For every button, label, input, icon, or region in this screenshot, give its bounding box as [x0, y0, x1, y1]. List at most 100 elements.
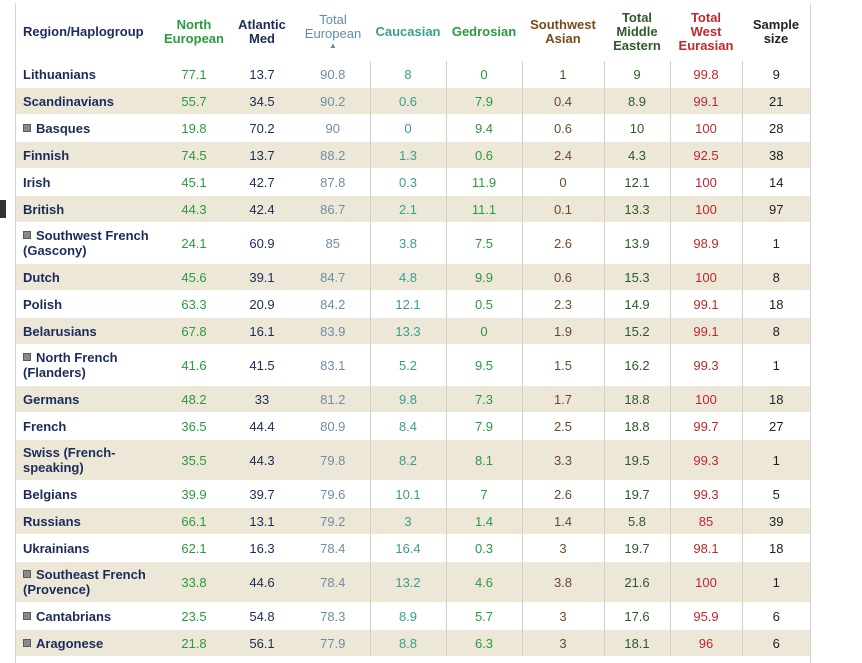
cell-ne: 41.6 [160, 344, 228, 386]
cell-am: 60.9 [228, 222, 296, 264]
cell-ca: 0.6 [369, 87, 446, 115]
region-cell: French [16, 412, 160, 440]
cell-am: 56.1 [228, 629, 296, 656]
table-row: Belarusians 67.8 16.1 83.9 13.3 0 1.9 15.2 99.1 8 [16, 317, 810, 345]
cell-te: 87.8 [296, 168, 370, 196]
col-header-region[interactable]: Region/Haplogroup [16, 3, 160, 61]
cell-ca: 13.2 [369, 561, 446, 603]
region-cell: Aragonese [16, 629, 160, 656]
cell-ne: 67.8 [160, 317, 228, 345]
cell-ss: 18 [741, 385, 810, 413]
region-name: Aragonese [36, 635, 104, 651]
cell-ss: 18 [741, 290, 810, 318]
cell-ne: 63.3 [160, 290, 228, 318]
cell-ca: 0 [369, 114, 446, 142]
cell-ne: 44.3 [160, 195, 228, 223]
cell-sw: 3 [521, 534, 604, 562]
table-row: Aragonese 21.8 56.1 77.9 8.8 6.3 3 18.1 96 6 [16, 629, 810, 656]
cell-sw: 0.6 [521, 263, 604, 291]
cell-tme: 18.8 [603, 412, 670, 440]
table-row: Cantabrians 23.5 54.8 78.3 8.9 5.7 3 17.6 95.9 6 [16, 602, 810, 630]
cell-ss: 6 [741, 629, 810, 656]
cell-ss: 5 [741, 480, 810, 508]
collapse-toggle-icon[interactable] [23, 231, 31, 239]
col-header-total-european[interactable]: Total European ▲ [296, 3, 370, 61]
cell-am: 44.6 [228, 561, 296, 603]
region-cell: Cantabrians [16, 602, 160, 630]
cell-ss: 8 [741, 263, 810, 291]
region-cell: Belarusians [16, 317, 160, 345]
region-name: Southeast French (Provence) [23, 567, 146, 597]
collapse-toggle-icon[interactable] [23, 353, 31, 361]
cell-te: 79.8 [296, 439, 370, 481]
cell-sw: 3.3 [521, 439, 604, 481]
cell-tme: 5.8 [603, 507, 670, 535]
cell-ss: 21 [741, 87, 810, 115]
col-header-atlantic-med[interactable]: Atlantic Med [228, 3, 296, 61]
col-header-caucasian[interactable]: Caucasian [370, 3, 446, 61]
region-name: Belgians [23, 486, 78, 502]
table-row: Belgians 39.9 39.7 79.6 10.1 7 2.6 19.7 99.3 5 [16, 480, 810, 508]
cell-tme: 19.5 [603, 439, 670, 481]
region-cell: Russians [16, 507, 160, 535]
cell-tme: 19.7 [603, 480, 670, 508]
cell-ss: 27 [741, 412, 810, 440]
cell-ne: 21.8 [160, 629, 228, 656]
header-line: Total [319, 11, 347, 27]
col-header-total-middle-eastern[interactable]: Total Middle Eastern [604, 3, 670, 61]
region-cell: Irish [16, 168, 160, 196]
cell-sw: 3 [521, 629, 604, 656]
collapse-toggle-icon[interactable] [23, 570, 31, 578]
cell-sw: 1.9 [521, 317, 604, 345]
cell-te: 78.4 [296, 534, 370, 562]
cell-am: 70.2 [228, 114, 296, 142]
cell-tme: 15.3 [603, 263, 670, 291]
sort-ascending-icon: ▲ [329, 40, 337, 50]
col-header-gedrosian[interactable]: Gedrosian [446, 3, 522, 61]
cell-te: 90.2 [296, 87, 370, 115]
region-name: Belarusians [23, 323, 97, 339]
cell-tme: 16.2 [603, 344, 670, 386]
cell-sw: 2.4 [521, 141, 604, 169]
cell-te: 88.2 [296, 141, 370, 169]
region-cell: North French (Flanders) [16, 344, 160, 386]
cell-ss: 1 [741, 344, 810, 386]
region-cell: Lithuanians [16, 60, 160, 88]
cell-tme: 19.7 [603, 534, 670, 562]
cell-am: 13.7 [228, 141, 296, 169]
table-body: Lithuanians 77.1 13.7 90.8 8 0 1 9 99.8 9 Scandina… [16, 60, 810, 656]
region-cell: Scandinavians [16, 87, 160, 115]
cell-ss: 6 [741, 602, 810, 630]
cell-sw: 0.1 [521, 195, 604, 223]
col-header-sample-size[interactable]: Sample size [742, 3, 810, 61]
col-header-southwest-asian[interactable]: Southwest Asian [522, 3, 604, 61]
region-cell: Dutch [16, 263, 160, 291]
region-name: French [23, 418, 67, 434]
cell-ca: 1.3 [369, 141, 446, 169]
cell-ge: 7 [445, 480, 522, 508]
cell-am: 39.1 [228, 263, 296, 291]
collapse-toggle-icon[interactable] [23, 611, 31, 620]
collapse-toggle-icon[interactable] [23, 123, 31, 132]
cell-ca: 12.1 [369, 290, 446, 318]
cell-twe: 92.5 [669, 141, 742, 169]
cell-am: 42.4 [228, 195, 296, 223]
collapse-toggle-icon[interactable] [23, 638, 31, 647]
cell-ne: 39.9 [160, 480, 228, 508]
header-line: Southwest [530, 16, 596, 32]
region-name: Southwest French (Gascony) [23, 228, 149, 258]
header-line: West [690, 23, 722, 39]
col-header-total-west-eurasian[interactable]: Total West Eurasian [670, 3, 742, 61]
cell-twe: 96 [669, 629, 742, 656]
col-header-north-european[interactable]: North European [160, 3, 228, 61]
cell-twe: 95.9 [669, 602, 742, 630]
region-name: Russians [23, 513, 81, 529]
cell-tme: 12.1 [603, 168, 670, 196]
cell-te: 79.2 [296, 507, 370, 535]
cell-ca: 8.2 [369, 439, 446, 481]
cell-sw: 1.7 [521, 385, 604, 413]
region-name: British [23, 201, 65, 217]
cell-tme: 14.9 [603, 290, 670, 318]
cell-ca: 5.2 [369, 344, 446, 386]
region-name: Scandinavians [23, 93, 115, 109]
